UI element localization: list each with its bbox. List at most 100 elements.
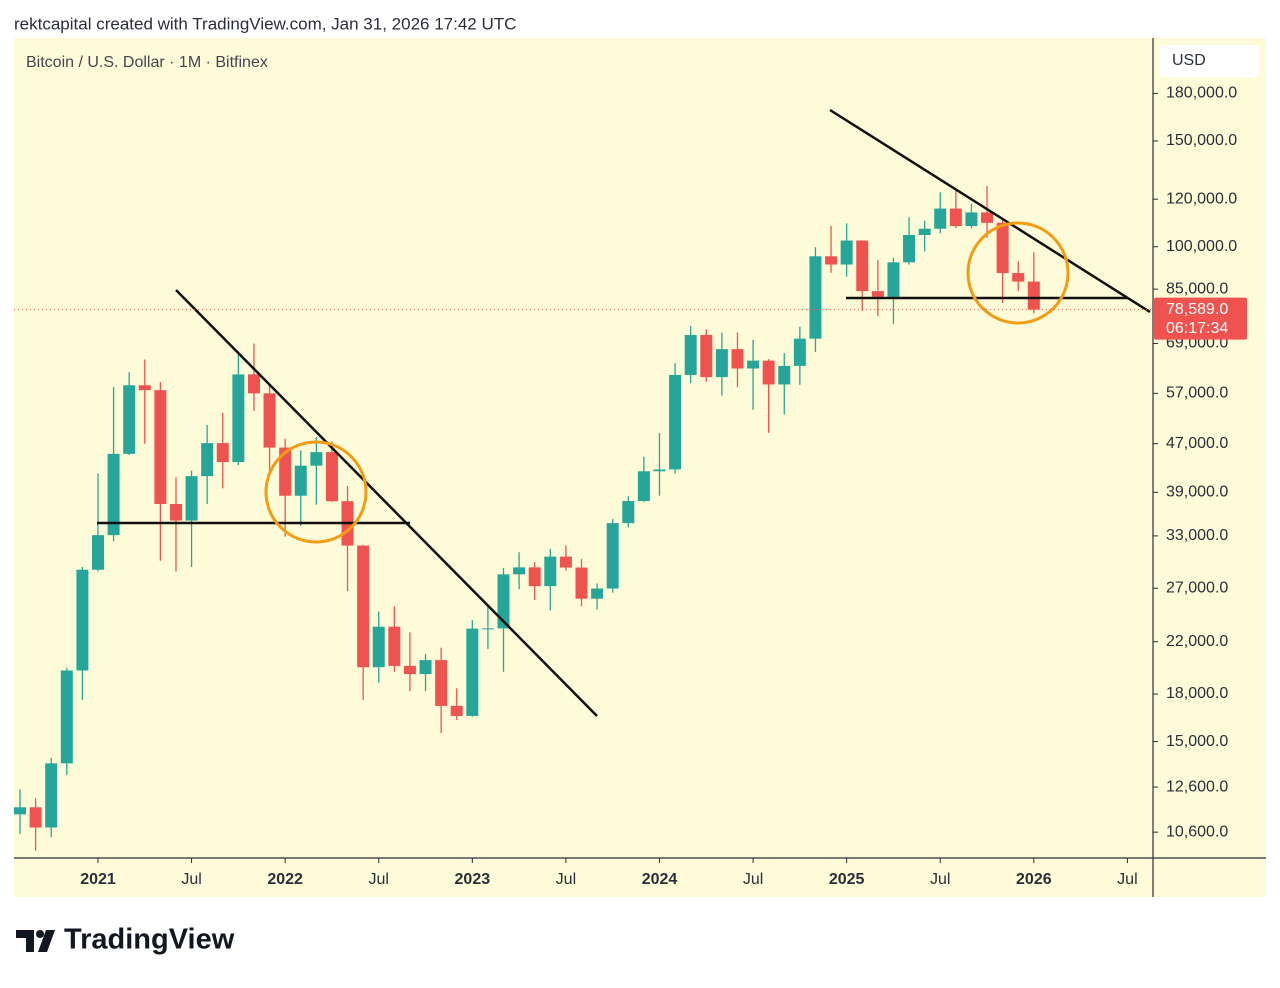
candle-body [700,334,713,378]
candle-body [263,393,276,448]
candle-body [918,228,931,235]
candle-body [856,240,869,292]
candle-body [232,374,245,463]
y-tick-label: 85,000.0 [1166,280,1228,297]
candle-body [154,390,167,504]
x-tick-label: 2024 [642,871,678,888]
y-tick-label: 39,000.0 [1166,484,1228,501]
candle-body [372,626,385,668]
x-tick-label: Jul [369,871,389,888]
candle-body [29,807,42,828]
candle-body [216,443,229,463]
candle-body [606,523,619,589]
candle-body [809,256,822,339]
x-tick-label: Jul [1117,871,1137,888]
marks [14,186,1040,851]
candle-body [310,452,323,466]
candle-body [653,469,666,472]
candle-body [76,569,89,671]
x-tick-label: 2021 [80,871,116,888]
x-tick-label: 2026 [1016,871,1052,888]
candle-body [840,240,853,265]
y-tick-label: 120,000.0 [1166,190,1237,207]
x-tick-label: 2023 [455,871,491,888]
candle-body [435,660,448,706]
candle-body [684,334,697,375]
candle-body [825,256,838,265]
candle-body [60,670,73,764]
candle-body [981,212,994,223]
candle-body [669,374,682,470]
candle-body [357,545,370,668]
candle-body [544,556,557,587]
candle-body [575,567,588,599]
candle-body [762,360,775,385]
y-tick-label: 27,000.0 [1166,579,1228,596]
x-tick-label: 2025 [829,871,865,888]
candle-body [294,465,307,496]
candle-body [123,385,136,454]
candle-body [201,443,214,477]
candle-body [715,349,728,378]
last-price-box [1154,297,1247,340]
candle-body [279,447,292,496]
x-tick-label: 2022 [267,871,303,888]
candle-body [91,535,104,570]
y-tick-label: 10,600.0 [1166,823,1228,840]
candle-body [497,574,510,629]
candle-body [45,763,58,828]
candle-body [325,452,338,502]
candle-body [622,501,635,524]
candle-body [247,374,260,394]
candle-body [1012,273,1025,282]
logo-icon [36,930,44,938]
candle-body [388,626,401,666]
candle-body [949,208,962,227]
countdown-label: 06:17:34 [1166,320,1228,337]
candle-body [637,471,650,502]
trend-line [829,108,1151,314]
candle-body [793,338,806,366]
logo-text: TradingView [64,924,235,956]
candle-body [481,628,494,630]
highlight-circle [264,440,368,544]
x-tick-label: Jul [743,871,763,888]
candle-body [14,807,26,815]
y-tick-label: 12,600.0 [1166,778,1228,795]
x-tick-label: Jul [181,871,201,888]
x-tick-label: Jul [930,871,950,888]
last-price-label: 78,589.0 [1166,301,1228,318]
logo-icon [16,930,55,952]
currency-label: USD [1172,52,1206,69]
y-tick-label: 180,000.0 [1166,85,1237,102]
y-tick-label: 57,000.0 [1166,385,1228,402]
candle-body [466,628,479,716]
candle-body [450,705,463,716]
candle-body [731,349,744,369]
candle-body [887,262,900,297]
chart-title: Bitcoin / U.S. Dollar · 1M · Bitfinex [26,54,268,71]
candle-body [107,453,120,536]
y-tick-label: 15,000.0 [1166,733,1228,750]
candle-body [903,234,916,263]
candle-body [513,567,526,575]
candle-body [965,212,978,227]
x-tick-label: Jul [556,871,576,888]
logo: TradingView [16,924,235,956]
candle-body [138,385,151,391]
candle-body [1027,281,1040,310]
y-tick-label: 33,000.0 [1166,527,1228,544]
y-tick-label: 22,000.0 [1166,633,1228,650]
candle-body [528,567,541,587]
y-tick-label: 150,000.0 [1166,132,1237,149]
candle-body [778,365,791,385]
trend-line [175,289,598,717]
candle-body [403,665,416,675]
candle-body [185,476,198,521]
y-tick-label: 18,000.0 [1166,685,1228,702]
header: rektcapital created with TradingView.com… [14,14,516,33]
annotations [97,108,1151,717]
candle-body [419,660,432,675]
